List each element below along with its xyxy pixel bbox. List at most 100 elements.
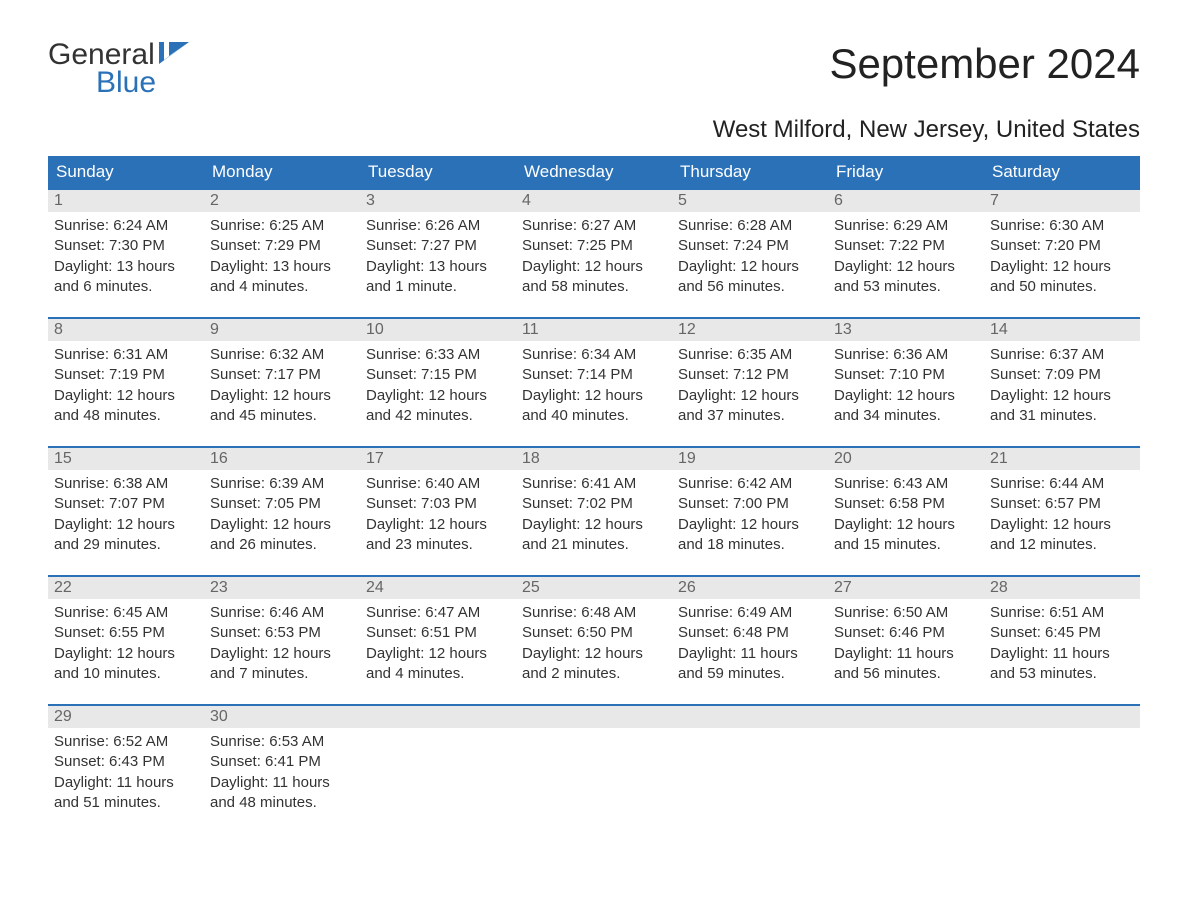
daylight-text: Daylight: 12 hours and 10 minutes.: [54, 644, 198, 685]
day-number: 11: [516, 319, 672, 341]
calendar: Sunday Monday Tuesday Wednesday Thursday…: [48, 156, 1140, 821]
day-number: 15: [48, 448, 204, 470]
day-body: Sunrise: 6:37 AMSunset: 7:09 PMDaylight:…: [984, 341, 1140, 434]
day-body: Sunrise: 6:45 AMSunset: 6:55 PMDaylight:…: [48, 599, 204, 692]
month-title: September 2024: [829, 40, 1140, 88]
daylight-text: Daylight: 12 hours and 45 minutes.: [210, 386, 354, 427]
sunset-text: Sunset: 7:30 PM: [54, 236, 198, 256]
sunrise-text: Sunrise: 6:33 AM: [366, 345, 510, 365]
day-cell: 5Sunrise: 6:28 AMSunset: 7:24 PMDaylight…: [672, 190, 828, 305]
sunrise-text: Sunrise: 6:43 AM: [834, 474, 978, 494]
day-cell: 21Sunrise: 6:44 AMSunset: 6:57 PMDayligh…: [984, 448, 1140, 563]
sunrise-text: Sunrise: 6:49 AM: [678, 603, 822, 623]
sunrise-text: Sunrise: 6:35 AM: [678, 345, 822, 365]
day-cell: 8Sunrise: 6:31 AMSunset: 7:19 PMDaylight…: [48, 319, 204, 434]
day-number: [516, 706, 672, 728]
day-body: Sunrise: 6:46 AMSunset: 6:53 PMDaylight:…: [204, 599, 360, 692]
sunset-text: Sunset: 7:17 PM: [210, 365, 354, 385]
sunset-text: Sunset: 6:41 PM: [210, 752, 354, 772]
day-cell: 2Sunrise: 6:25 AMSunset: 7:29 PMDaylight…: [204, 190, 360, 305]
daylight-text: Daylight: 12 hours and 26 minutes.: [210, 515, 354, 556]
sunset-text: Sunset: 7:10 PM: [834, 365, 978, 385]
day-body: [516, 728, 672, 740]
day-cell: 29Sunrise: 6:52 AMSunset: 6:43 PMDayligh…: [48, 706, 204, 821]
day-number: [672, 706, 828, 728]
sunrise-text: Sunrise: 6:42 AM: [678, 474, 822, 494]
page-header: General Blue September 2024: [48, 40, 1140, 98]
day-body: Sunrise: 6:28 AMSunset: 7:24 PMDaylight:…: [672, 212, 828, 305]
day-body: Sunrise: 6:25 AMSunset: 7:29 PMDaylight:…: [204, 212, 360, 305]
day-cell: 17Sunrise: 6:40 AMSunset: 7:03 PMDayligh…: [360, 448, 516, 563]
day-number: 7: [984, 190, 1140, 212]
daylight-text: Daylight: 12 hours and 34 minutes.: [834, 386, 978, 427]
day-cell: 28Sunrise: 6:51 AMSunset: 6:45 PMDayligh…: [984, 577, 1140, 692]
sunset-text: Sunset: 6:48 PM: [678, 623, 822, 643]
week-row: 29Sunrise: 6:52 AMSunset: 6:43 PMDayligh…: [48, 704, 1140, 821]
day-cell: 30Sunrise: 6:53 AMSunset: 6:41 PMDayligh…: [204, 706, 360, 821]
day-body: Sunrise: 6:41 AMSunset: 7:02 PMDaylight:…: [516, 470, 672, 563]
daylight-text: Daylight: 12 hours and 53 minutes.: [834, 257, 978, 298]
day-number: 19: [672, 448, 828, 470]
day-number: 26: [672, 577, 828, 599]
sunrise-text: Sunrise: 6:45 AM: [54, 603, 198, 623]
sunrise-text: Sunrise: 6:47 AM: [366, 603, 510, 623]
sunrise-text: Sunrise: 6:37 AM: [990, 345, 1134, 365]
day-cell: [984, 706, 1140, 821]
day-cell: 14Sunrise: 6:37 AMSunset: 7:09 PMDayligh…: [984, 319, 1140, 434]
day-body: Sunrise: 6:34 AMSunset: 7:14 PMDaylight:…: [516, 341, 672, 434]
day-cell: [516, 706, 672, 821]
day-cell: 9Sunrise: 6:32 AMSunset: 7:17 PMDaylight…: [204, 319, 360, 434]
sunrise-text: Sunrise: 6:53 AM: [210, 732, 354, 752]
day-number: 20: [828, 448, 984, 470]
day-number: 30: [204, 706, 360, 728]
day-body: Sunrise: 6:26 AMSunset: 7:27 PMDaylight:…: [360, 212, 516, 305]
day-cell: 19 Sunrise: 6:42 AMSunset: 7:00 PMDayligh…: [672, 448, 828, 563]
day-cell: 26Sunrise: 6:49 AMSunset: 6:48 PMDayligh…: [672, 577, 828, 692]
sunset-text: Sunset: 7:09 PM: [990, 365, 1134, 385]
sunrise-text: Sunrise: 6:34 AM: [522, 345, 666, 365]
day-cell: 7Sunrise: 6:30 AMSunset: 7:20 PMDaylight…: [984, 190, 1140, 305]
day-body: Sunrise: 6:36 AMSunset: 7:10 PMDaylight:…: [828, 341, 984, 434]
day-cell: [672, 706, 828, 821]
day-cell: 25Sunrise: 6:48 AMSunset: 6:50 PMDayligh…: [516, 577, 672, 692]
sunrise-text: Sunrise: 6:29 AM: [834, 216, 978, 236]
day-number: 13: [828, 319, 984, 341]
day-body: Sunrise: 6:43 AMSunset: 6:58 PMDaylight:…: [828, 470, 984, 563]
day-number: 4: [516, 190, 672, 212]
sunset-text: Sunset: 7:02 PM: [522, 494, 666, 514]
day-body: Sunrise: 6:50 AMSunset: 6:46 PMDaylight:…: [828, 599, 984, 692]
day-body: Sunrise: 6:27 AMSunset: 7:25 PMDaylight:…: [516, 212, 672, 305]
day-cell: 15Sunrise: 6:38 AMSunset: 7:07 PMDayligh…: [48, 448, 204, 563]
daylight-text: Daylight: 13 hours and 6 minutes.: [54, 257, 198, 298]
daylight-text: Daylight: 12 hours and 21 minutes.: [522, 515, 666, 556]
day-body: Sunrise: 6:32 AMSunset: 7:17 PMDaylight:…: [204, 341, 360, 434]
daylight-text: Daylight: 11 hours and 53 minutes.: [990, 644, 1134, 685]
sunrise-text: Sunrise: 6:41 AM: [522, 474, 666, 494]
sunset-text: Sunset: 6:58 PM: [834, 494, 978, 514]
sunset-text: Sunset: 6:45 PM: [990, 623, 1134, 643]
day-cell: 27Sunrise: 6:50 AMSunset: 6:46 PMDayligh…: [828, 577, 984, 692]
day-body: [984, 728, 1140, 740]
sunset-text: Sunset: 7:03 PM: [366, 494, 510, 514]
sunset-text: Sunset: 7:00 PM: [678, 494, 822, 514]
sunrise-text: Sunrise: 6:44 AM: [990, 474, 1134, 494]
daylight-text: Daylight: 12 hours and 15 minutes.: [834, 515, 978, 556]
daylight-text: Daylight: 12 hours and 18 minutes.: [678, 515, 822, 556]
daylight-text: Daylight: 12 hours and 56 minutes.: [678, 257, 822, 298]
day-cell: 6Sunrise: 6:29 AMSunset: 7:22 PMDaylight…: [828, 190, 984, 305]
sunset-text: Sunset: 7:14 PM: [522, 365, 666, 385]
day-cell: 23Sunrise: 6:46 AMSunset: 6:53 PMDayligh…: [204, 577, 360, 692]
day-body: Sunrise: 6:30 AMSunset: 7:20 PMDaylight:…: [984, 212, 1140, 305]
day-cell: 13Sunrise: 6:36 AMSunset: 7:10 PMDayligh…: [828, 319, 984, 434]
daylight-text: Daylight: 12 hours and 29 minutes.: [54, 515, 198, 556]
day-number: [828, 706, 984, 728]
sunrise-text: Sunrise: 6:36 AM: [834, 345, 978, 365]
day-header-sunday: Sunday: [48, 156, 204, 188]
day-body: Sunrise: 6:31 AMSunset: 7:19 PMDaylight:…: [48, 341, 204, 434]
day-number: 1: [48, 190, 204, 212]
day-header-friday: Friday: [828, 156, 984, 188]
day-number: 9: [204, 319, 360, 341]
day-number: 28: [984, 577, 1140, 599]
week-row: 22Sunrise: 6:45 AMSunset: 6:55 PMDayligh…: [48, 575, 1140, 692]
sunset-text: Sunset: 6:46 PM: [834, 623, 978, 643]
